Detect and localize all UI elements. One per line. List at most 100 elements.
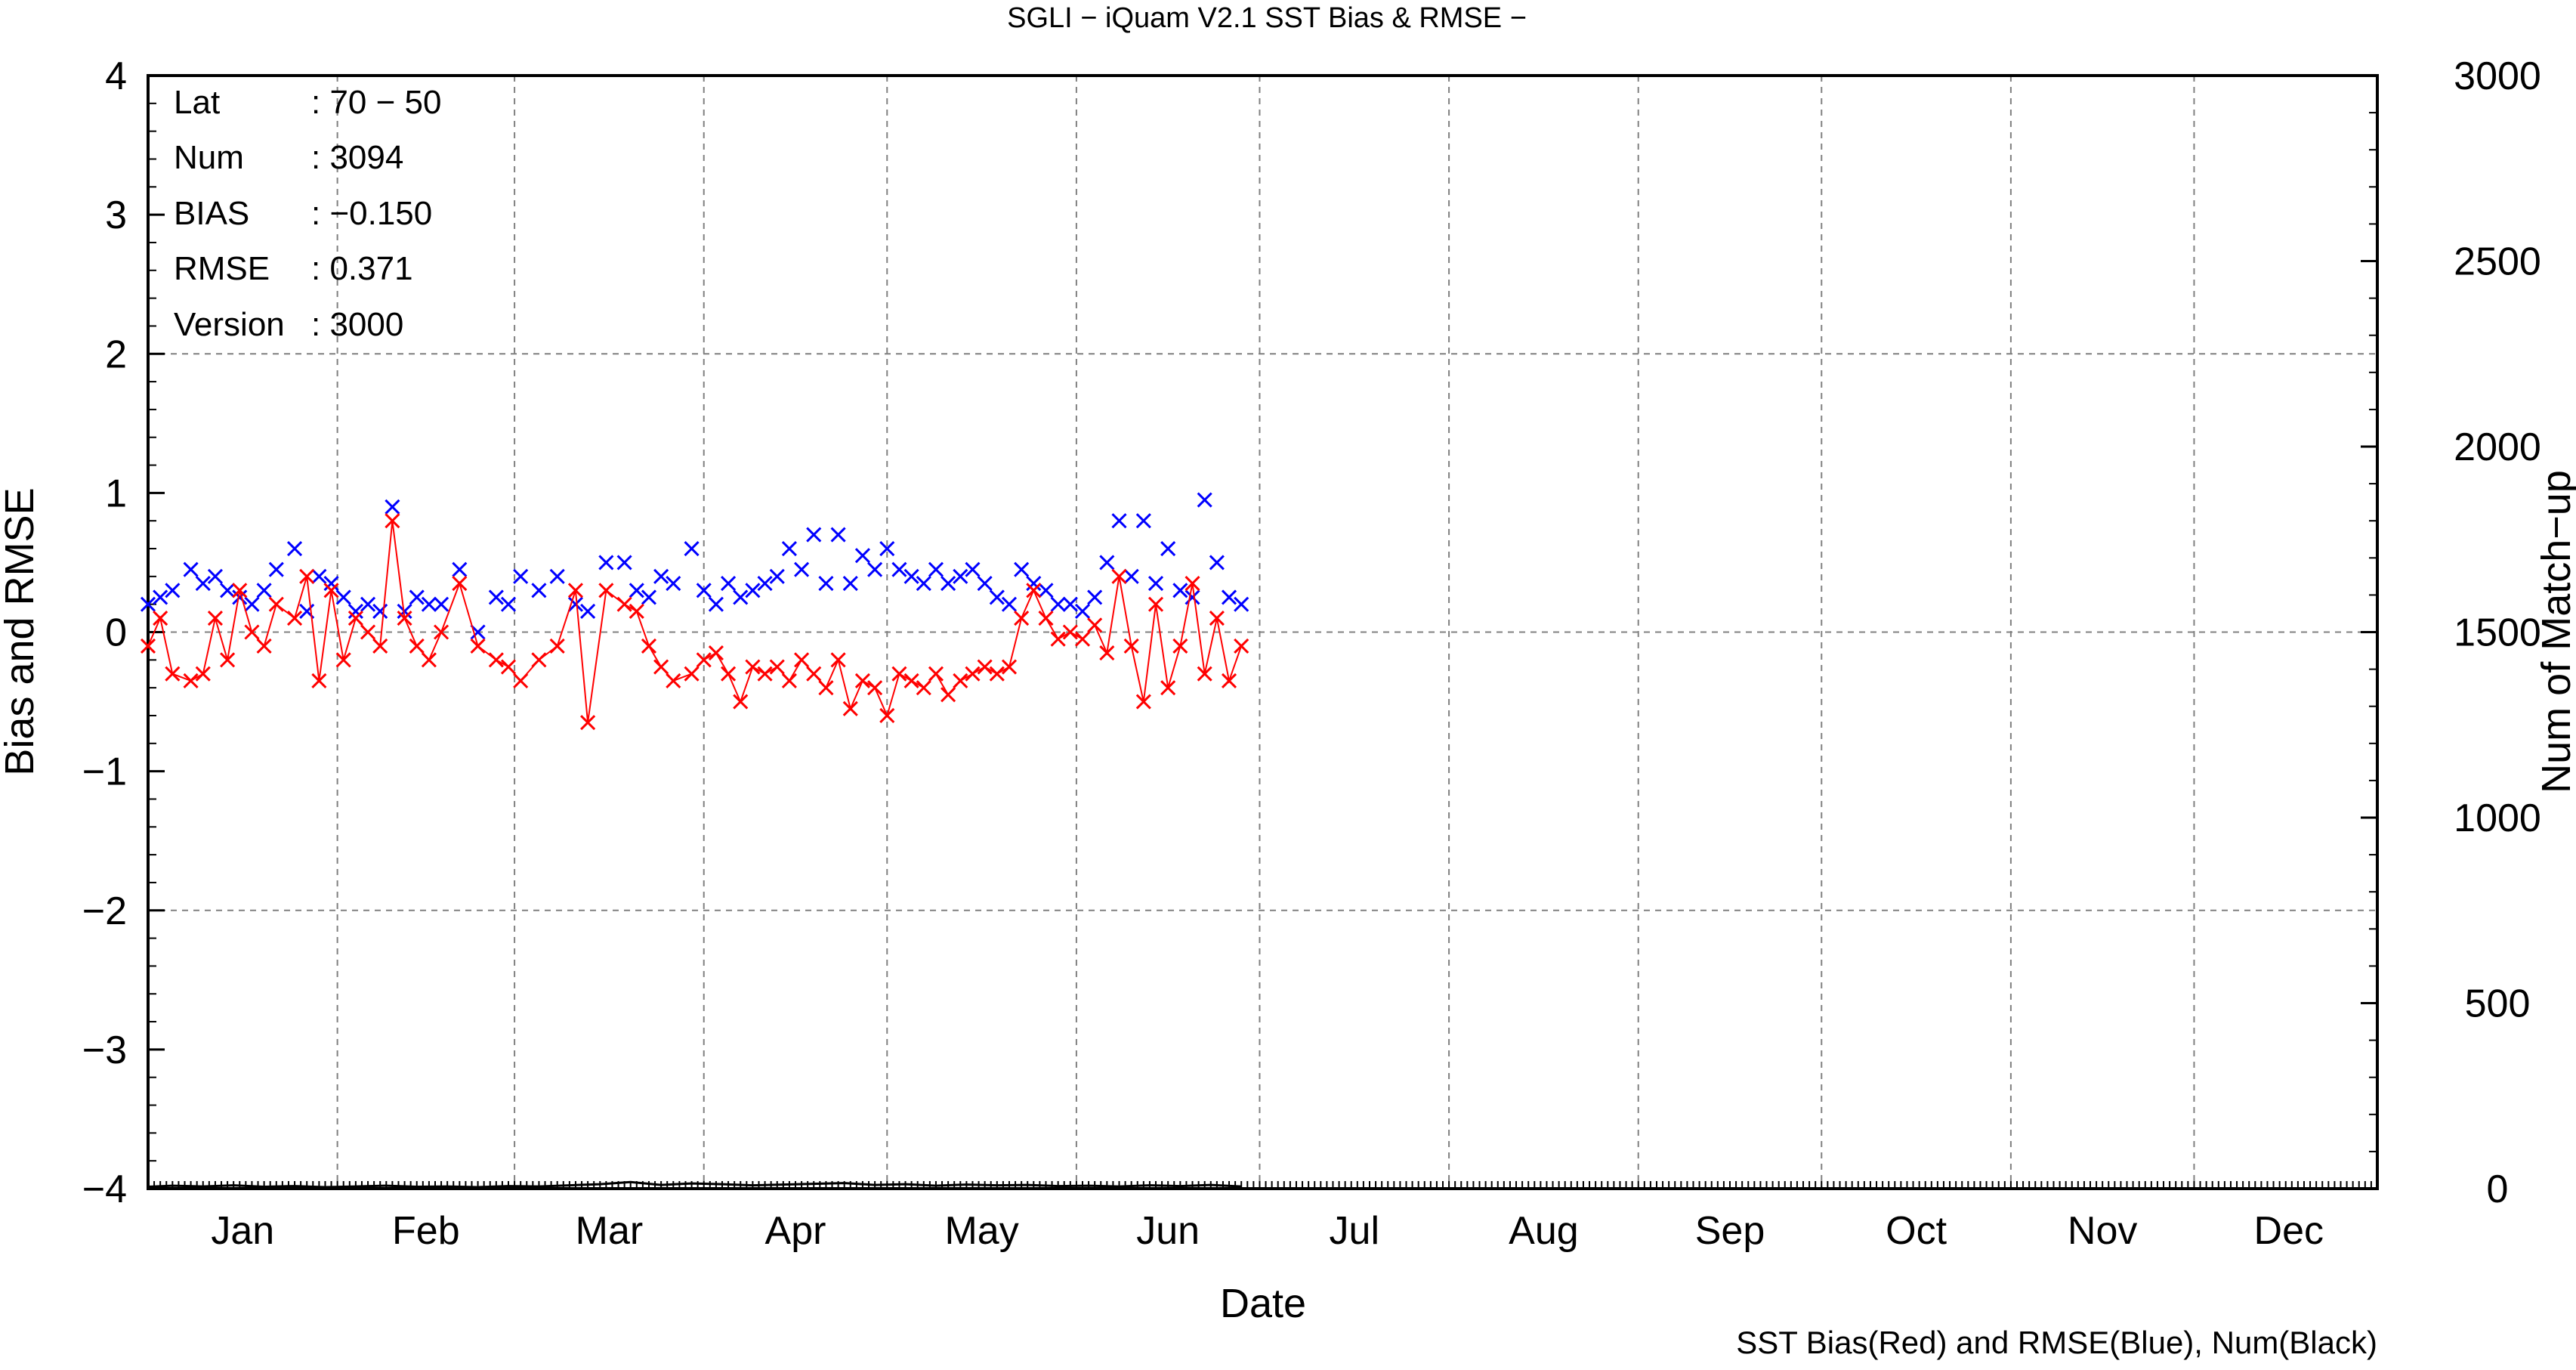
data-point	[244, 624, 260, 640]
stat-value: : 0.371	[311, 250, 413, 287]
data-point	[323, 583, 339, 598]
data-point	[941, 687, 956, 703]
data-point	[989, 666, 1005, 682]
stat-value: : 3000	[311, 306, 403, 343]
data-point	[708, 645, 724, 661]
data-point	[244, 596, 260, 612]
data-point	[1074, 631, 1091, 647]
data-point	[1185, 575, 1200, 592]
data-point	[696, 583, 712, 598]
footnote: SST Bias(Red) and RMSE(Blue), Num(Black)	[1736, 1325, 2377, 1360]
data-point	[854, 673, 871, 689]
data-point	[769, 568, 785, 584]
data-point	[183, 673, 199, 689]
data-point	[549, 638, 565, 654]
data-point	[397, 611, 412, 626]
data-point	[1001, 596, 1018, 612]
data-point	[629, 603, 644, 619]
data-point	[769, 659, 785, 675]
data-point	[721, 575, 737, 592]
data-point	[989, 589, 1005, 605]
data-point	[286, 611, 303, 626]
data-point	[953, 568, 968, 584]
month-label: May	[944, 1209, 1018, 1253]
data-point	[195, 575, 211, 592]
data-point	[360, 596, 376, 612]
data-point	[953, 673, 968, 689]
data-point	[1147, 596, 1164, 612]
data-point	[916, 680, 931, 696]
month-label: Apr	[765, 1209, 826, 1253]
stat-label: BIAS	[174, 195, 249, 232]
data-point	[745, 583, 761, 598]
y2-tick-label: 0	[2487, 1167, 2509, 1211]
data-point	[372, 638, 388, 654]
y2-tick-label: 2500	[2454, 240, 2541, 284]
y-tick-label: 3	[105, 193, 127, 237]
data-point	[567, 583, 584, 598]
stat-value: : 3094	[311, 139, 403, 176]
data-point	[513, 568, 529, 584]
month-label: Aug	[1509, 1209, 1579, 1253]
y-tick-label: 2	[105, 332, 127, 376]
data-point	[1111, 568, 1127, 584]
data-point	[232, 583, 248, 598]
y2-tick-label: 3000	[2454, 54, 2541, 98]
data-point	[1026, 575, 1042, 592]
y-tick-label: 4	[105, 54, 127, 98]
data-point	[360, 624, 376, 640]
data-point	[207, 568, 223, 584]
data-point	[1135, 694, 1151, 710]
data-point	[323, 575, 339, 592]
stat-label: Num	[174, 139, 244, 176]
data-point	[1062, 624, 1078, 640]
data-point	[1099, 555, 1115, 571]
stats-box: Lat : 70 − 50 Num : 3094 BIAS : −0.150 R…	[174, 84, 441, 343]
data-point	[452, 561, 468, 577]
data-point	[965, 561, 981, 577]
data-point	[1062, 596, 1078, 612]
stat-value: : 70 − 50	[311, 84, 441, 121]
data-point	[1038, 611, 1054, 626]
data-point	[1234, 638, 1249, 654]
stat-label: Lat	[174, 84, 220, 121]
num-line	[147, 1180, 1242, 1189]
data-point	[696, 652, 712, 668]
data-point	[434, 596, 449, 612]
data-point	[1197, 492, 1212, 508]
data-point	[372, 603, 388, 619]
stat-label: Version	[174, 306, 285, 343]
data-point	[916, 575, 931, 592]
month-label: Sep	[1695, 1209, 1765, 1253]
data-point	[256, 638, 272, 654]
data-point	[567, 596, 584, 612]
data-point	[733, 694, 749, 710]
data-point	[891, 561, 907, 577]
data-point	[928, 666, 944, 682]
data-point	[409, 589, 425, 605]
data-point	[598, 555, 614, 571]
data-point	[903, 568, 919, 584]
data-point	[1050, 596, 1066, 612]
data-point	[891, 666, 907, 682]
data-point	[806, 527, 822, 543]
data-point	[781, 673, 797, 689]
data-point	[549, 568, 565, 584]
data-point	[1099, 645, 1115, 661]
data-point	[500, 596, 517, 612]
data-point	[385, 513, 400, 529]
data-point	[421, 652, 437, 668]
data-point	[1209, 555, 1225, 571]
data-point	[781, 540, 797, 557]
data-point	[335, 589, 351, 605]
data-point	[879, 540, 895, 557]
stat-value: : −0.150	[311, 195, 432, 232]
data-point	[1026, 583, 1042, 598]
data-point	[757, 575, 773, 592]
data-point	[653, 659, 669, 675]
data-point	[867, 561, 883, 577]
month-label: Feb	[392, 1209, 460, 1253]
data-point	[818, 575, 834, 592]
y2-axis-title: Num of Match−up	[2534, 470, 2576, 793]
data-point	[470, 638, 486, 654]
